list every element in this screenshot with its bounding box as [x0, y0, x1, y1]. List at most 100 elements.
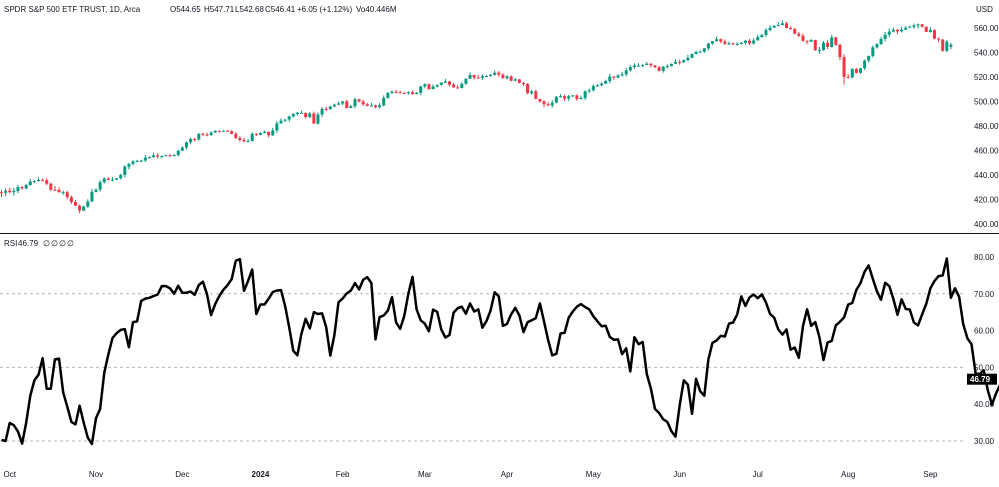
- candle-body: [818, 50, 821, 51]
- candle-body: [608, 77, 611, 81]
- candle-body: [8, 191, 11, 192]
- candle-body: [218, 131, 221, 132]
- candle-body: [764, 30, 767, 35]
- price-tick-label: 420.00: [974, 196, 999, 205]
- candle-body: [621, 74, 624, 75]
- time-tick-label: Jun: [673, 470, 686, 479]
- candle-body: [666, 66, 669, 67]
- candle-body: [86, 201, 89, 206]
- candle-body: [82, 207, 85, 211]
- rsi-last-value-text: 46.79: [970, 375, 991, 384]
- candle-body: [830, 37, 833, 47]
- candle-body: [625, 70, 628, 74]
- candle-body: [518, 79, 521, 83]
- candle-body: [427, 84, 430, 89]
- candle-body: [107, 179, 110, 180]
- candle-body: [407, 92, 410, 93]
- candle-body: [912, 25, 915, 26]
- candle-body: [715, 39, 718, 41]
- candle-body: [814, 40, 817, 50]
- ohlc-low: L542.68: [235, 5, 264, 14]
- candle-body: [584, 91, 587, 98]
- candle-body: [945, 42, 948, 51]
- candle-body: [45, 180, 48, 183]
- candle-body: [896, 30, 899, 31]
- candle-body: [284, 120, 287, 121]
- candle-body: [526, 84, 529, 93]
- candle-body: [493, 73, 496, 75]
- candle-body: [641, 65, 644, 66]
- candle-body: [604, 81, 607, 84]
- candle-body: [629, 67, 632, 70]
- rsi-tick-label: 70.00: [974, 290, 995, 299]
- candle-body: [834, 37, 837, 44]
- candle-body: [341, 101, 344, 103]
- candle-body: [793, 29, 796, 34]
- rsi-tick-label: 80.00: [974, 253, 995, 262]
- time-tick-label: Jul: [753, 470, 763, 479]
- candle-body: [637, 66, 640, 67]
- currency-label: USD: [976, 5, 993, 14]
- candle-body: [358, 99, 361, 101]
- candle-body: [769, 28, 772, 30]
- candle-body: [444, 81, 447, 82]
- candle-body: [871, 47, 874, 56]
- price-tick-label: 540.00: [974, 49, 999, 58]
- candle: [941, 39, 944, 52]
- ohlc-open: O544.65: [170, 5, 201, 14]
- candle-body: [789, 28, 792, 29]
- candle-body: [214, 131, 217, 133]
- candle: [925, 26, 928, 32]
- candle-body: [255, 134, 258, 135]
- candle-body: [259, 133, 262, 135]
- candle-body: [279, 121, 282, 124]
- candle-body: [575, 95, 578, 99]
- time-tick-label: Dec: [175, 470, 189, 479]
- rsi-extra-1: ∅: [43, 239, 50, 248]
- candle-body: [37, 180, 40, 181]
- candle-body: [251, 134, 254, 141]
- candle-body: [485, 76, 488, 77]
- time-tick-label: Aug: [841, 470, 855, 479]
- price-axis: 400.00420.00440.00460.00480.00500.00520.…: [974, 24, 999, 229]
- candle-body: [686, 58, 689, 60]
- candle-body: [695, 52, 698, 54]
- candle: [518, 79, 521, 83]
- candle-body: [432, 87, 435, 90]
- candle-body: [300, 113, 303, 114]
- candle-body: [132, 162, 135, 164]
- candle-body: [144, 158, 147, 161]
- candle-body: [206, 135, 209, 136]
- candle-body: [732, 43, 735, 44]
- candle-body: [49, 184, 52, 190]
- candle-body: [703, 48, 706, 51]
- candle-body: [419, 86, 422, 92]
- candle-body: [403, 93, 406, 94]
- candle-body: [473, 75, 476, 78]
- candle: [49, 183, 52, 191]
- candle-body: [843, 57, 846, 77]
- time-tick-label: Sep: [923, 470, 938, 479]
- candle-body: [148, 157, 151, 158]
- candle-body: [497, 73, 500, 75]
- price-tick-label: 480.00: [974, 122, 999, 131]
- price-tick-label: 560.00: [974, 24, 999, 33]
- candle-body: [99, 182, 102, 189]
- candle-body: [744, 41, 747, 43]
- candle-body: [510, 76, 513, 80]
- candle-body: [875, 44, 878, 47]
- candle-body: [292, 114, 295, 116]
- candle-body: [374, 105, 377, 107]
- time-tick-label: Mar: [418, 470, 432, 479]
- candle-body: [464, 79, 467, 84]
- candle-body: [917, 24, 920, 25]
- candle-body: [316, 114, 319, 123]
- candle-body: [600, 84, 603, 86]
- volume-readout: Vo40.446M: [356, 5, 397, 14]
- candle-body: [838, 45, 841, 57]
- candle-body: [95, 190, 98, 192]
- candle-body: [658, 67, 661, 71]
- candle-body: [653, 65, 656, 67]
- candle: [793, 28, 796, 34]
